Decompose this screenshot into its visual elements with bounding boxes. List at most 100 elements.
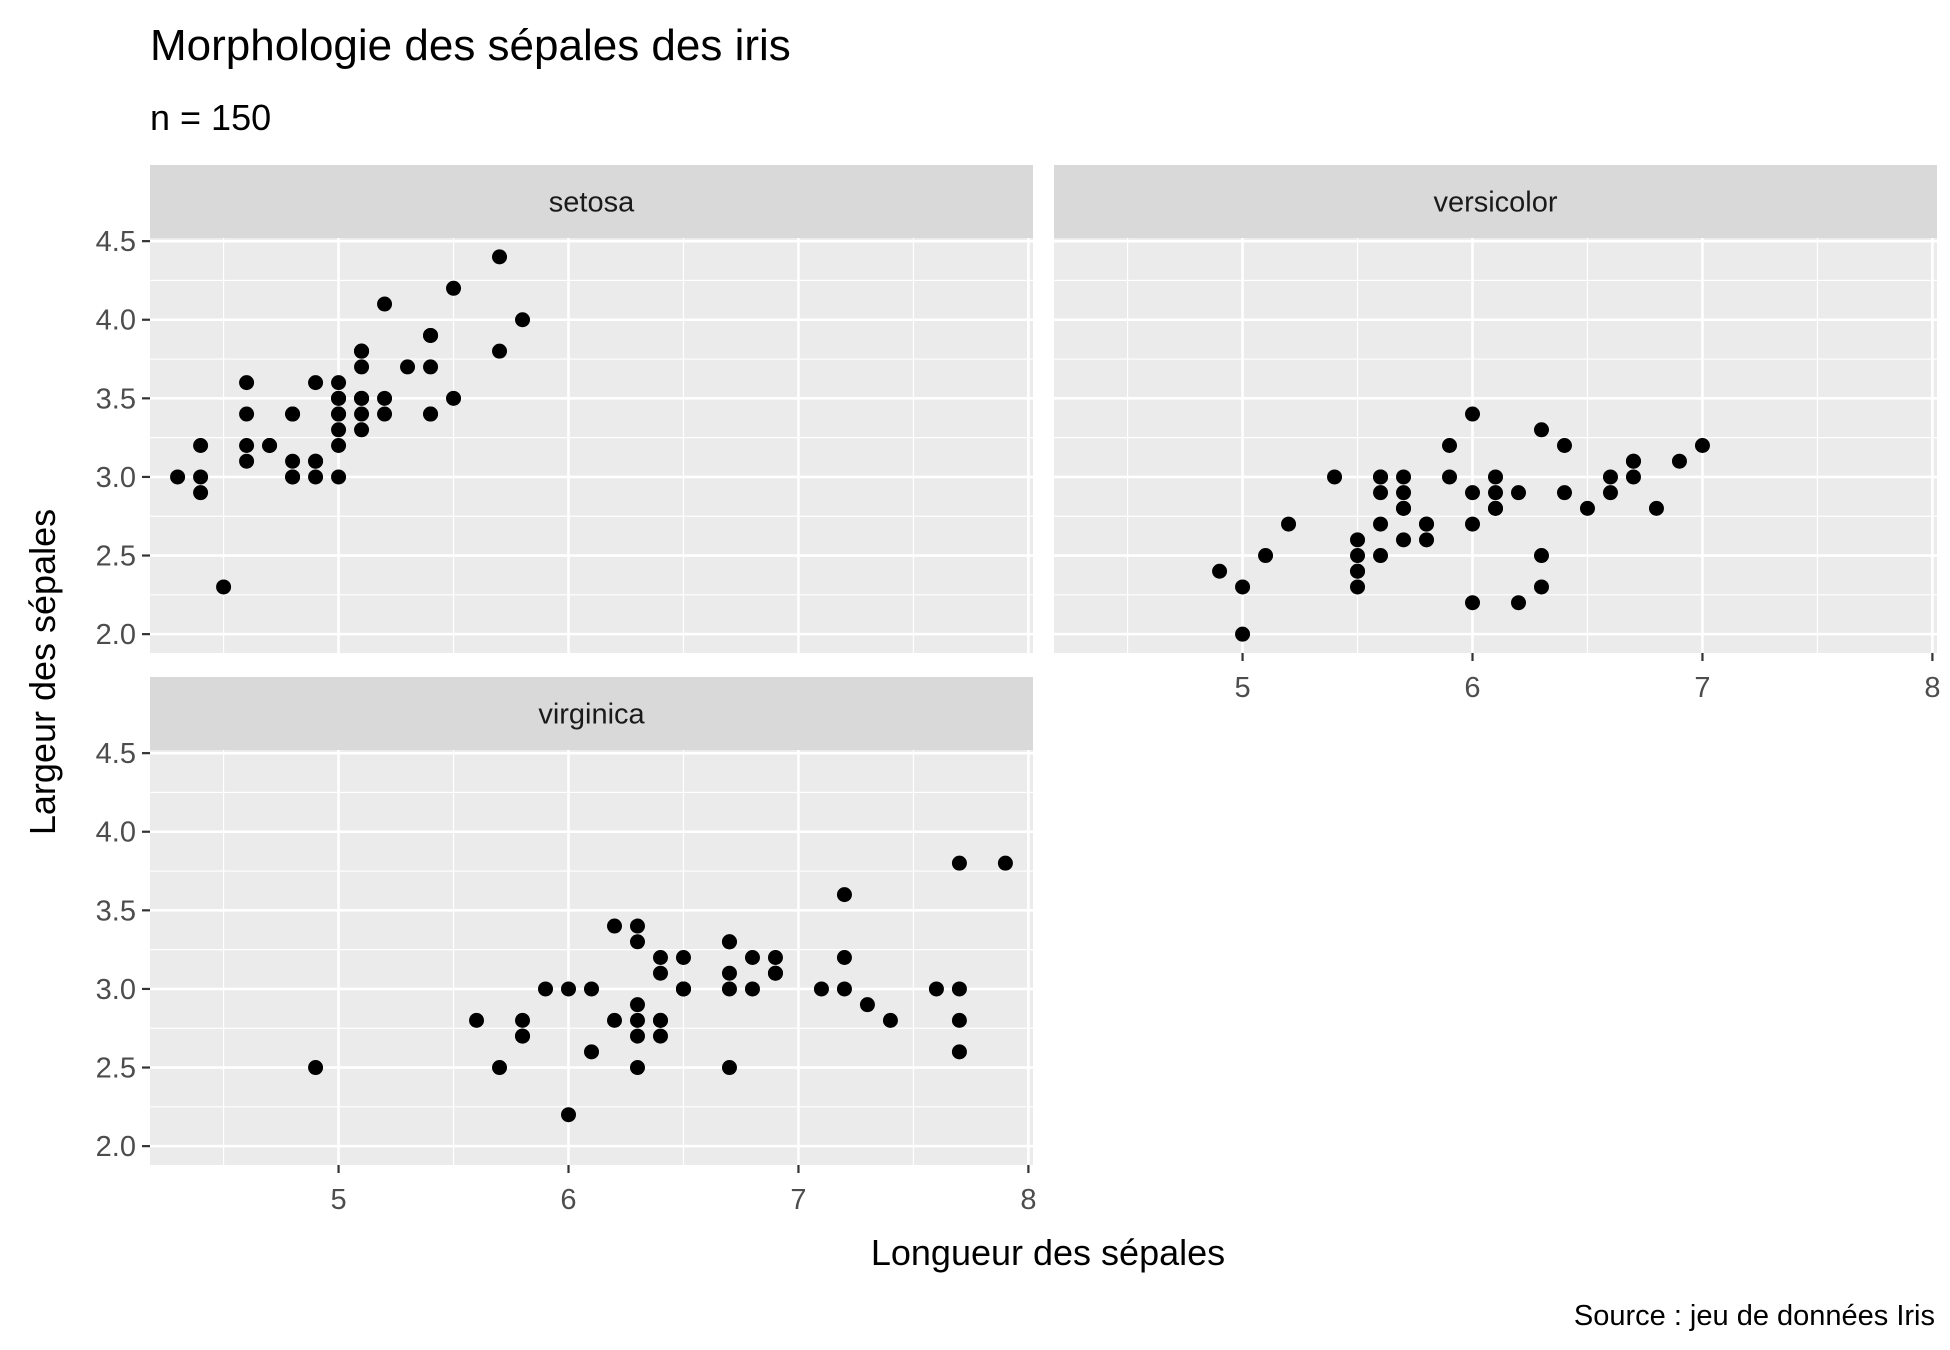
data-point (1671, 453, 1687, 469)
chart-subtitle: n = 150 (150, 97, 271, 138)
data-point (561, 1107, 577, 1123)
data-point (285, 453, 301, 469)
data-point (584, 1044, 599, 1060)
data-point (216, 579, 232, 595)
data-point (629, 1060, 645, 1076)
data-point (377, 296, 393, 312)
data-point (997, 855, 1013, 871)
y-tick-label: 3.0 (96, 462, 136, 494)
data-point (1602, 485, 1618, 501)
data-point (606, 918, 622, 934)
data-point (1373, 469, 1389, 485)
x-tick-label: 6 (560, 1184, 576, 1216)
y-tick-label: 4.5 (96, 738, 136, 770)
data-point (1465, 595, 1481, 611)
data-point (1281, 516, 1297, 532)
y-tick-label: 4.0 (96, 817, 136, 849)
facet-panel-virginica: virginica 2.0 2.5 3.0 3.5 4.0 4.5 5 6 7 8 (96, 677, 1036, 1216)
facet-panel-versicolor: versicolor 5 6 7 8 (1054, 165, 1940, 704)
y-tick-label: 3.5 (96, 895, 136, 927)
data-point (492, 343, 508, 359)
y-axis-title: Largeur des sépales (22, 509, 63, 835)
data-point (1235, 626, 1251, 642)
data-point (354, 359, 370, 375)
data-point (354, 422, 370, 438)
data-point (1419, 532, 1435, 548)
data-point (377, 390, 393, 406)
data-point (629, 934, 645, 950)
y-tick-label: 2.0 (96, 1131, 136, 1163)
data-point (1350, 532, 1366, 548)
data-point (1533, 579, 1549, 595)
x-axis-title: Longueur des sépales (871, 1232, 1225, 1273)
facet-strip-label: virginica (538, 699, 645, 731)
data-point (1373, 548, 1389, 564)
data-point (836, 950, 852, 965)
data-point (951, 855, 967, 871)
data-point (1442, 438, 1458, 453)
data-point (1510, 595, 1526, 611)
data-point (285, 406, 301, 422)
data-point (1488, 500, 1503, 516)
data-point (1396, 532, 1412, 548)
y-tick-label: 2.5 (96, 541, 136, 573)
data-point (1350, 579, 1366, 595)
data-point (721, 965, 737, 981)
data-point (1533, 548, 1549, 564)
data-point (1212, 563, 1228, 579)
data-point (1579, 500, 1595, 516)
data-point (1442, 469, 1458, 485)
data-point (675, 950, 691, 965)
data-point (859, 997, 875, 1013)
facet-panel-setosa: setosa 2.0 2.5 3.0 3.5 4.0 4.5 (96, 165, 1033, 653)
data-point (951, 1044, 967, 1060)
data-point (1396, 469, 1412, 485)
data-point (239, 375, 255, 391)
x-tick-label: 8 (1020, 1184, 1036, 1216)
y-tick-label: 2.5 (96, 1053, 136, 1085)
x-tick-label: 6 (1464, 672, 1480, 704)
data-point (239, 406, 255, 422)
data-point (767, 950, 783, 965)
data-point (331, 406, 347, 422)
data-point (1602, 469, 1618, 485)
data-point (836, 887, 852, 903)
data-point (308, 469, 324, 485)
chart-title: Morphologie des sépales des iris (150, 21, 791, 70)
y-tick-label: 3.5 (96, 383, 136, 415)
data-point (629, 1028, 645, 1044)
data-point (1327, 469, 1343, 485)
data-point (767, 965, 783, 981)
data-point (1625, 469, 1641, 485)
y-tick-label: 3.0 (96, 974, 136, 1006)
data-point (836, 981, 852, 997)
data-point (721, 981, 737, 997)
data-point (629, 1012, 645, 1028)
y-tick-label: 4.0 (96, 305, 136, 337)
data-point (561, 981, 577, 997)
data-point (1465, 516, 1481, 532)
data-point (515, 312, 531, 328)
data-point (951, 981, 967, 997)
data-point (606, 1012, 622, 1028)
data-point (354, 406, 370, 422)
data-point (652, 1012, 668, 1028)
data-point (423, 359, 439, 375)
data-point (721, 1060, 737, 1076)
panel-background (150, 238, 1033, 653)
data-point (882, 1012, 898, 1028)
data-point (584, 981, 599, 997)
x-tick-label: 8 (1924, 672, 1940, 704)
data-point (652, 950, 668, 965)
data-point (377, 406, 393, 422)
data-point (331, 438, 347, 453)
panel-background (150, 750, 1033, 1165)
data-point (423, 327, 439, 343)
data-point (1465, 406, 1481, 422)
data-point (423, 406, 439, 422)
data-point (1258, 548, 1274, 564)
data-point (1488, 469, 1503, 485)
data-point (1373, 516, 1389, 532)
data-point (652, 965, 668, 981)
